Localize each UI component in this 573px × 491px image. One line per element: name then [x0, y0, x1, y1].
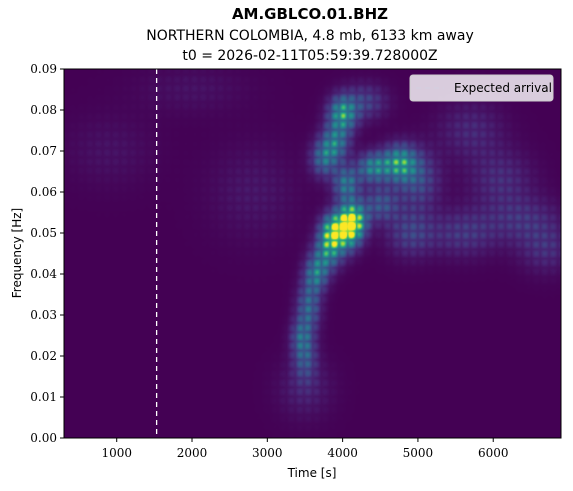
x-axis-label: Time [s]	[287, 466, 337, 480]
x-tick-label: 5000	[403, 446, 434, 460]
y-tick-label: 0.01	[30, 390, 57, 404]
legend: Expected arrival	[409, 74, 554, 102]
x-axis-ticks: 1000 2000 3000 4000 5000 6000	[101, 438, 509, 460]
x-tick-label: 6000	[478, 446, 509, 460]
chart-subtitle-time: t0 = 2026-02-11T05:59:39.728000Z	[182, 48, 437, 64]
y-tick-label: 0.08	[30, 103, 57, 117]
y-axis-label: Frequency [Hz]	[10, 208, 24, 299]
axes-frame	[63, 68, 562, 439]
y-tick-label: 0.02	[30, 349, 57, 363]
y-tick-label: 0.06	[30, 185, 57, 199]
legend-box	[409, 74, 554, 102]
chart-subtitle: NORTHERN COLOMBIA, 4.8 mb, 6133 km away	[146, 28, 474, 44]
y-tick-label: 0.04	[30, 267, 57, 281]
x-tick-label: 3000	[252, 446, 283, 460]
y-tick-label: 0.09	[30, 62, 57, 76]
y-tick-label: 0.05	[30, 226, 57, 240]
y-tick-label: 0.00	[30, 431, 57, 445]
plot-area	[64, 69, 561, 438]
y-tick-label: 0.07	[30, 144, 57, 158]
x-tick-label: 1000	[101, 446, 132, 460]
x-tick-label: 2000	[177, 446, 208, 460]
y-axis-ticks: 0.00 0.01 0.02 0.03 0.04 0.05 0.06 0.07 0.08 0.09	[30, 62, 64, 445]
heatmap-raster	[64, 69, 561, 438]
y-tick-label: 0.03	[30, 308, 57, 322]
legend-label: Expected arrival	[454, 81, 552, 95]
x-tick-label: 4000	[327, 446, 358, 460]
heatmap-canvas	[64, 69, 561, 438]
chart-title: AM.GBLCO.01.BHZ	[232, 5, 388, 23]
